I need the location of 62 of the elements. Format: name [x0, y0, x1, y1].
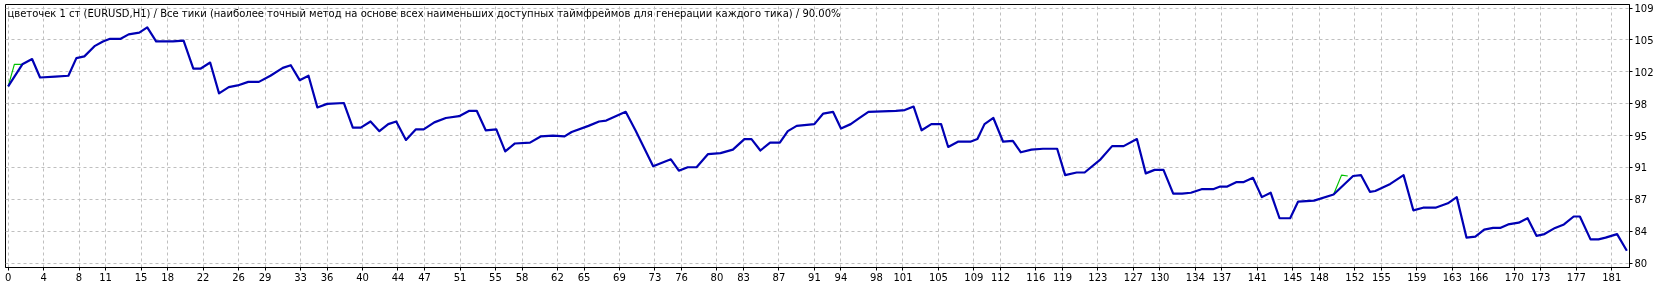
- x-tick-label: 4: [40, 271, 47, 283]
- y-tick-label: 91: [1634, 162, 1648, 174]
- x-tick-label: 116: [1026, 271, 1046, 283]
- y-tick-label: 105: [1634, 34, 1654, 46]
- x-tick-label: 80: [710, 271, 724, 283]
- x-tick-label: 155: [1371, 271, 1391, 283]
- x-tick-label: 15: [134, 271, 148, 283]
- x-tick-label: 62: [551, 271, 564, 283]
- x-tick-label: 98: [870, 271, 883, 283]
- x-tick-label: 141: [1247, 271, 1267, 283]
- y-tick-label: 84: [1634, 226, 1648, 238]
- x-tick-label: 170: [1504, 271, 1524, 283]
- y-tick-label: 95: [1634, 130, 1648, 142]
- x-tick-label: 18: [161, 271, 175, 283]
- x-tick-label: 58: [515, 271, 529, 283]
- x-tick-label: 109: [964, 271, 984, 283]
- x-tick-label: 112: [990, 271, 1011, 283]
- x-tick-label: 91: [808, 271, 821, 283]
- x-tick-label: 47: [418, 271, 431, 283]
- x-tick-label: 83: [737, 271, 750, 283]
- x-tick-label: 127: [1123, 271, 1143, 283]
- x-tick-label: 22: [196, 271, 210, 283]
- x-tick-label: 166: [1469, 271, 1489, 283]
- x-tick-label: 105: [928, 271, 948, 283]
- line-series: [7, 26, 1628, 252]
- x-tick-label: 73: [648, 271, 662, 283]
- x-tick-label: 65: [577, 271, 591, 283]
- y-tick-label: 80: [1634, 258, 1648, 270]
- x-tick-label: 134: [1185, 271, 1205, 283]
- x-tick-label: 36: [320, 271, 334, 283]
- x-tick-label: 69: [613, 271, 626, 283]
- x-tick-label: 163: [1442, 271, 1462, 283]
- x-tick-label: 26: [232, 271, 245, 283]
- x-tick-label: 152: [1345, 271, 1365, 283]
- x-tick-label: 159: [1407, 271, 1427, 283]
- x-tick-label: 87: [772, 271, 786, 283]
- x-tick-label: 55: [489, 271, 502, 283]
- x-tick-label: 40: [356, 271, 369, 283]
- y-tick-label: 102: [1634, 66, 1654, 78]
- x-tick-label: 181: [1602, 271, 1622, 283]
- x-tick-label: 130: [1150, 271, 1170, 283]
- x-tick-label: 11: [99, 271, 112, 283]
- x-tick-label: 29: [258, 271, 272, 283]
- x-tick-label: 33: [294, 271, 307, 283]
- x-tick-label: 101: [893, 271, 913, 283]
- x-tick-label: 94: [834, 271, 848, 283]
- y-tick-label: 109: [1634, 3, 1654, 15]
- y-tick-label: 98: [1634, 98, 1648, 110]
- chart-title: цветочек 1 ст (EURUSD,H1) / Все тики (наиболее точный метод на основе всех наименьших доступных таймфреймов для генерации каждого тика) / 90.00%: [7, 7, 841, 19]
- x-tick-label: 177: [1566, 271, 1586, 283]
- x-tick-label: 173: [1531, 271, 1551, 283]
- y-tick-label: 87: [1634, 194, 1648, 206]
- x-tick-label: 51: [453, 271, 467, 283]
- x-tick-label: 119: [1052, 271, 1073, 283]
- x-tick-label: 0: [4, 271, 12, 283]
- x-tick-label: 137: [1212, 271, 1232, 283]
- x-tick-label: 145: [1283, 271, 1303, 283]
- x-tick-label: 8: [75, 271, 83, 283]
- x-tick-label: 123: [1088, 271, 1108, 283]
- x-tick-label: 44: [391, 271, 405, 283]
- x-tick-label: 148: [1309, 271, 1329, 283]
- x-tick-label: 76: [675, 271, 688, 283]
